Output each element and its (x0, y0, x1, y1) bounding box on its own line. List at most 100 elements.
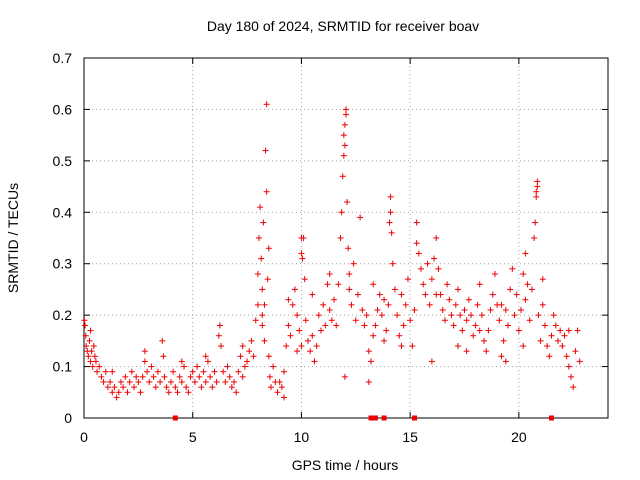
data-point (261, 337, 268, 344)
data-point (378, 312, 385, 319)
data-point (339, 173, 346, 180)
data-point (340, 152, 347, 159)
data-point (152, 384, 159, 391)
zero-value-point (372, 415, 378, 421)
data-point (220, 368, 227, 375)
data-point (433, 291, 440, 298)
data-point (90, 343, 97, 349)
data-point (91, 353, 98, 360)
data-point (83, 343, 90, 349)
data-point (301, 276, 308, 283)
chart-title: Day 180 of 2024, SRMTID for receiver boa… (207, 18, 479, 34)
data-point (515, 327, 522, 334)
data-point (407, 317, 414, 324)
data-point (534, 183, 541, 190)
data-point (533, 188, 540, 195)
data-point (400, 322, 407, 329)
data-point (478, 312, 485, 319)
data-point (235, 368, 242, 375)
data-point (289, 301, 296, 308)
data-point (100, 379, 107, 385)
data-point (298, 235, 305, 241)
data-point (452, 301, 459, 308)
data-point (539, 276, 546, 283)
data-point (94, 368, 101, 375)
data-point (178, 379, 185, 385)
data-point (307, 348, 314, 355)
data-point (161, 373, 168, 380)
data-point (254, 301, 261, 308)
data-point (481, 337, 488, 344)
data-point (265, 245, 272, 252)
data-point (224, 363, 231, 370)
data-point (418, 265, 425, 272)
data-point (87, 327, 94, 334)
data-point (489, 291, 496, 298)
data-point (326, 307, 333, 313)
data-point (167, 379, 174, 385)
data-point (502, 358, 509, 365)
data-point (485, 327, 492, 334)
data-point (183, 384, 190, 391)
data-point (446, 296, 453, 303)
data-point (363, 312, 370, 319)
data-point (324, 281, 331, 288)
data-point (160, 353, 167, 360)
data-point (454, 286, 461, 293)
data-point (283, 343, 290, 349)
data-point (498, 301, 505, 308)
data-point (552, 322, 559, 329)
data-point (82, 332, 89, 339)
data-point (281, 394, 288, 401)
data-point (398, 291, 405, 298)
data-point (104, 384, 111, 391)
data-point (376, 291, 383, 298)
data-point (264, 276, 271, 283)
data-point (341, 373, 348, 380)
data-point (200, 368, 207, 375)
data-point (81, 317, 88, 324)
data-point (537, 337, 544, 344)
data-point (476, 327, 483, 334)
zero-value-point (411, 415, 417, 421)
data-point (302, 317, 309, 324)
data-point (439, 307, 446, 313)
data-point (86, 337, 93, 344)
data-point (178, 358, 185, 365)
data-point (233, 389, 240, 396)
axis-ticks: 0 0.1 0.2 0.3 0.4 0.5 0.6 0.7 0 5 10 15 20 (53, 50, 608, 445)
data-point (102, 368, 109, 375)
zero-value-point (172, 415, 178, 421)
data-point (491, 271, 498, 277)
data-point (370, 332, 377, 339)
x-tick-label: 5 (189, 429, 197, 445)
data-point (202, 353, 209, 360)
data-point (239, 373, 246, 380)
data-point (524, 281, 531, 288)
data-point (520, 271, 527, 277)
data-point (570, 384, 577, 391)
data-point (216, 322, 223, 329)
data-point (291, 286, 298, 293)
data-point (507, 286, 514, 293)
data-point (350, 260, 357, 267)
data-point (259, 286, 266, 293)
data-point (341, 142, 348, 149)
data-point (554, 337, 561, 344)
data-point (422, 291, 429, 298)
data-point (476, 281, 483, 288)
data-point (526, 317, 533, 324)
data-point (535, 312, 542, 319)
zero-value-point (381, 415, 387, 421)
data-point (520, 343, 527, 349)
data-point (337, 235, 344, 241)
data-point (483, 348, 490, 355)
data-point (548, 332, 555, 339)
data-point (322, 322, 329, 329)
data-point (576, 358, 583, 365)
data-point (226, 373, 233, 380)
data-point (413, 240, 420, 247)
data-point (396, 332, 403, 339)
data-point (428, 358, 435, 365)
